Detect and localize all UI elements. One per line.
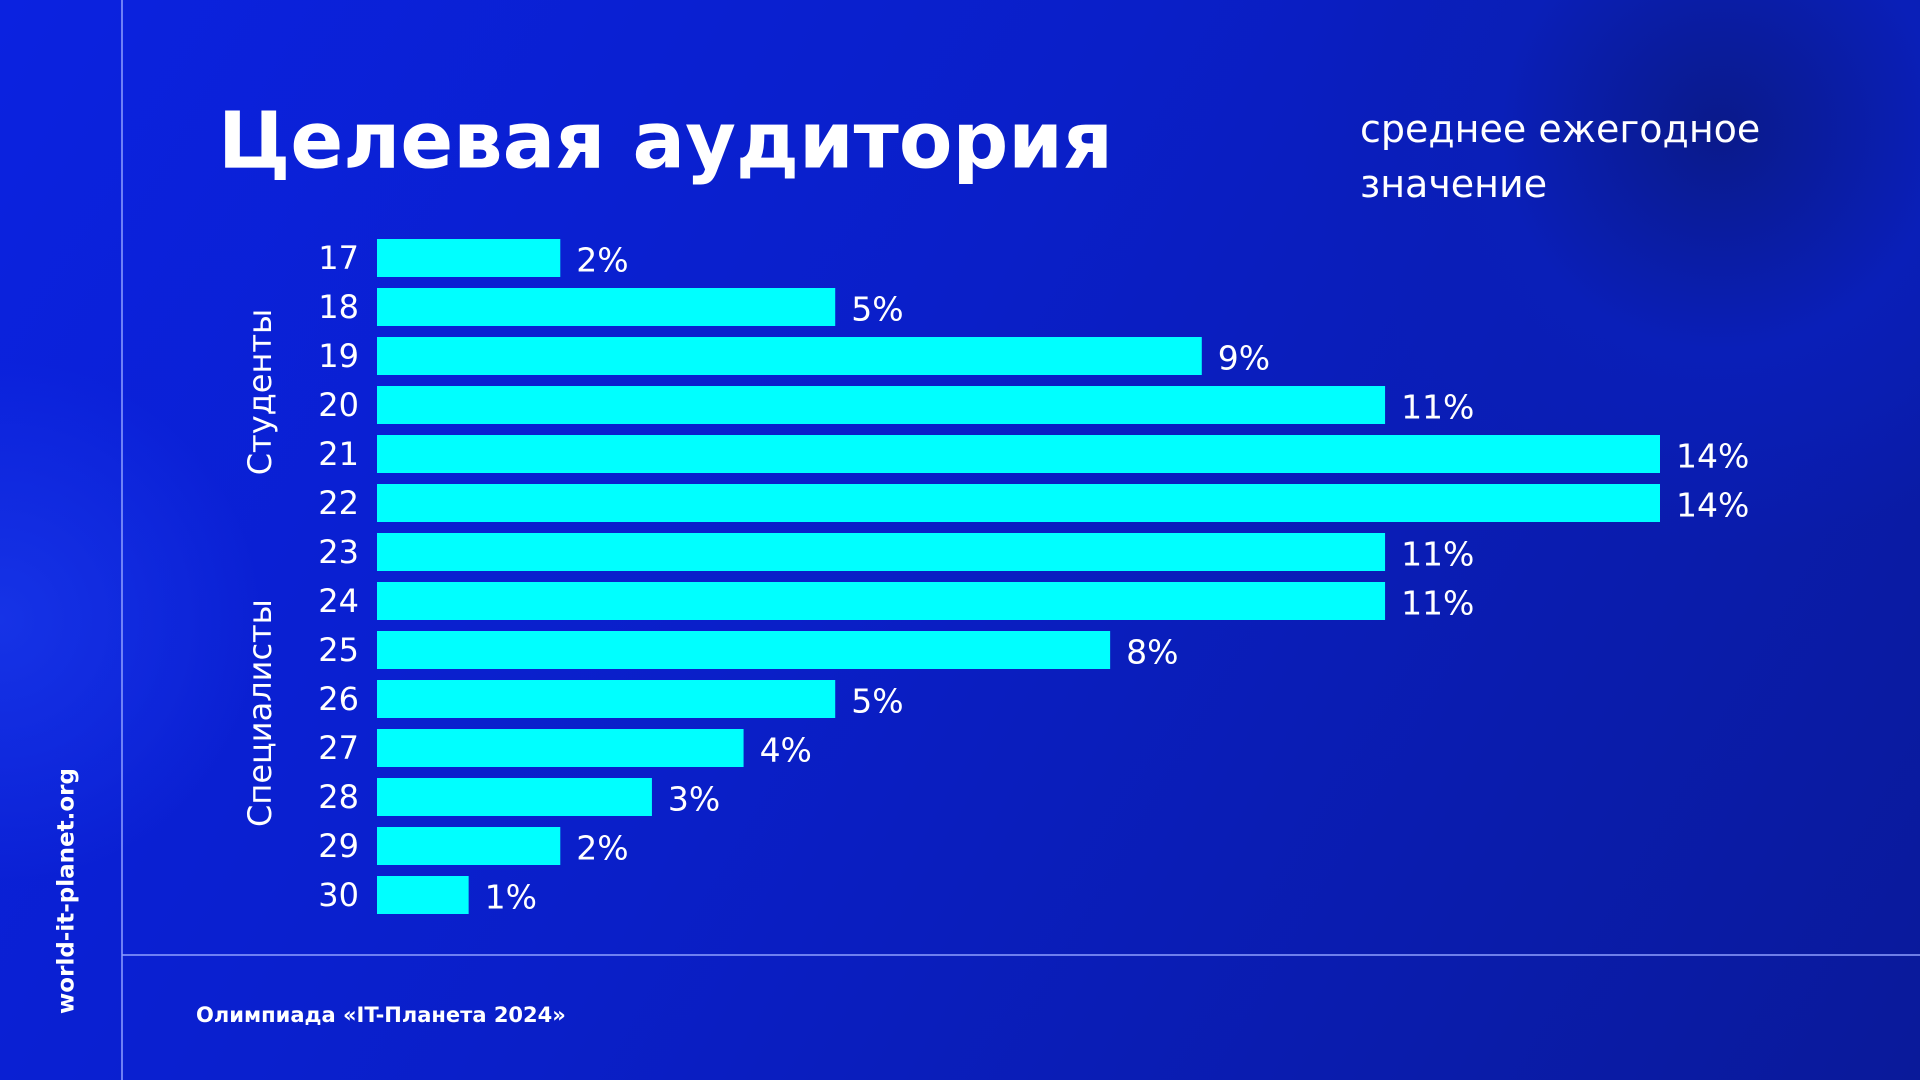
y-tick-label: 30 [318,876,359,914]
bar [377,533,1386,571]
value-label: 5% [851,682,903,721]
bar [377,239,561,277]
bar [377,288,836,326]
y-tick-label: 28 [318,778,359,816]
value-label: 11% [1401,388,1474,427]
value-label: 2% [576,829,628,868]
bar [377,435,1660,473]
y-tick-label: 19 [318,337,359,375]
chart-subtitle: среднее ежегодное значение [1360,107,1761,206]
chart-title: Целевая аудитория [218,96,1113,186]
y-tick-label: 26 [318,680,359,718]
value-label: 11% [1401,584,1474,623]
value-label: 4% [760,731,812,770]
bar [377,876,469,914]
value-label: 9% [1218,339,1270,378]
footer: Олимпиада «IT-Планета 2024» [196,1003,566,1027]
group-label: Специалисты [241,599,279,827]
value-label: 3% [668,780,720,819]
y-tick-label: 23 [318,533,359,571]
bar [377,484,1660,522]
value-label: 11% [1401,535,1474,574]
bar [377,582,1386,620]
bar [377,337,1202,375]
y-tick-label: 25 [318,631,359,669]
bar [377,386,1386,424]
value-label: 1% [485,878,537,917]
bar [377,827,561,865]
bar [377,680,836,718]
value-label: 2% [576,241,628,280]
y-tick-label: 22 [318,484,359,522]
value-label: 14% [1676,437,1749,476]
site-url: world-it-planet.org [54,768,80,1014]
y-tick-label: 21 [318,435,359,473]
group-label: Студенты [241,309,279,476]
value-label: 8% [1126,633,1178,672]
y-tick-label: 17 [318,239,359,277]
bar [377,729,744,767]
value-label: 5% [851,290,903,329]
y-tick-label: 27 [318,729,359,767]
y-tick-label: 18 [318,288,359,326]
bar [377,778,652,816]
bar [377,631,1111,669]
y-tick-label: 24 [318,582,359,620]
y-tick-label: 29 [318,827,359,865]
value-label: 14% [1676,486,1749,525]
y-tick-label: 20 [318,386,359,424]
